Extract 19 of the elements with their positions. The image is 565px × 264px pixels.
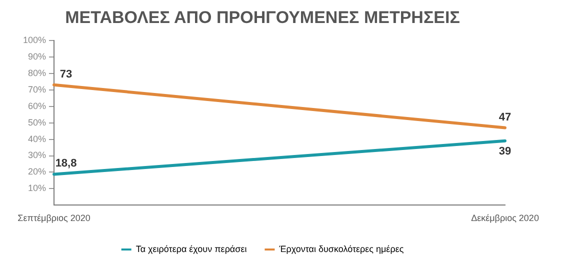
data-label: 18,8: [55, 158, 77, 170]
x-tick-label: Σεπτέμβριος 2020: [18, 213, 90, 224]
chart-title: ΜΕΤΑΒΟΛΕΣ ΑΠΟ ΠΡΟΗΓΟΥΜΕΝΕΣ ΜΕΤΡΗΣΕΙΣ: [65, 8, 460, 27]
y-tick-label: 50%: [28, 117, 46, 128]
y-tick-label: 30%: [28, 150, 46, 160]
legend-label: Έρχονται δυσκολότερες ημέρες: [278, 244, 404, 254]
data-label: 73: [60, 68, 72, 80]
legend-label: Τα χειρότερα έχουν περάσει: [136, 244, 247, 254]
y-tick-label: 100%: [22, 34, 46, 45]
y-tick-label: 70%: [28, 84, 46, 94]
y-tick-label: 60%: [28, 100, 46, 111]
y-tick-label: 90%: [28, 51, 46, 62]
x-tick-label: Δεκέμβριος 2020: [471, 213, 539, 224]
y-tick-label: 10%: [28, 183, 46, 194]
data-label: 47: [498, 111, 512, 124]
y-tick-label: 40%: [28, 134, 46, 144]
data-label: 39: [498, 145, 512, 158]
y-tick-label: 20%: [28, 166, 46, 177]
y-tick-label: 80%: [28, 68, 46, 78]
